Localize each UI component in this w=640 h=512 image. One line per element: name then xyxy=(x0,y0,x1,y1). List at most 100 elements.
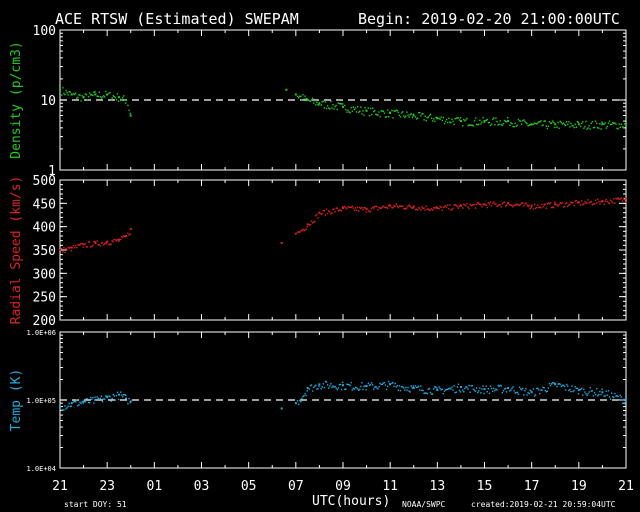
speed-point xyxy=(382,205,385,207)
density-point xyxy=(538,121,540,123)
density-point xyxy=(517,118,520,121)
temp-point xyxy=(526,394,528,396)
temp-point xyxy=(469,391,471,393)
speed-point xyxy=(520,202,523,204)
temp-point xyxy=(94,399,97,401)
density-point xyxy=(483,121,485,124)
speed-point xyxy=(379,207,381,209)
temp-point xyxy=(336,388,338,391)
speed-point xyxy=(100,242,103,244)
speed-point xyxy=(408,204,410,206)
density-point xyxy=(111,97,113,99)
temp-point xyxy=(470,385,472,387)
speed-point xyxy=(70,250,73,252)
speed-point xyxy=(409,205,411,208)
density-point xyxy=(100,97,103,99)
speed-point xyxy=(501,203,504,205)
temp-point xyxy=(349,384,351,387)
temp-point xyxy=(476,391,479,394)
speed-point xyxy=(492,202,494,205)
speed-point xyxy=(614,202,616,204)
temp-point xyxy=(576,387,579,389)
temp-point xyxy=(351,389,353,391)
speed-point xyxy=(386,207,389,209)
density-point xyxy=(560,121,563,124)
density-point xyxy=(379,115,381,118)
temp-point xyxy=(449,387,451,389)
density-point xyxy=(346,111,348,113)
temp-point xyxy=(112,393,114,396)
temp-point xyxy=(572,390,574,393)
density-point xyxy=(453,123,455,126)
density-point xyxy=(617,128,619,130)
speed-series-segment xyxy=(59,228,132,254)
temp-point xyxy=(111,397,113,400)
temp-point xyxy=(409,391,411,393)
temp-point xyxy=(365,385,368,388)
temp-point xyxy=(586,394,588,397)
temp-point xyxy=(406,389,408,391)
speed-point xyxy=(479,203,481,205)
speed-point xyxy=(77,244,79,246)
speed-point xyxy=(339,209,342,212)
speed-point xyxy=(301,230,303,232)
speed-point xyxy=(487,202,490,204)
speed-point xyxy=(112,240,114,243)
density-point xyxy=(507,120,510,123)
temp-point xyxy=(306,387,309,390)
density-point xyxy=(589,128,591,130)
density-point xyxy=(622,126,625,129)
y-tick-label: 1.0E+04 xyxy=(26,465,56,473)
speed-point xyxy=(579,204,582,206)
speed-point xyxy=(377,209,379,211)
temp-point xyxy=(513,390,515,392)
y-tick-label: 300 xyxy=(33,267,56,282)
temp-point xyxy=(436,389,439,392)
speed-point xyxy=(600,201,602,203)
temp-point xyxy=(606,394,609,396)
temp-point xyxy=(87,401,90,404)
speed-point xyxy=(416,209,419,211)
speed-point xyxy=(280,242,283,244)
x-tick-label: 19 xyxy=(571,479,587,494)
temp-point xyxy=(327,387,330,389)
temp-point xyxy=(563,385,566,388)
density-point xyxy=(425,119,427,122)
speed-point xyxy=(401,205,404,208)
temp-point xyxy=(66,406,68,409)
density-point xyxy=(607,122,610,124)
density-point xyxy=(386,109,389,111)
chart-title: ACE RTSW (Estimated) SWEPAM xyxy=(55,10,299,28)
density-point xyxy=(585,120,587,123)
density-point xyxy=(449,121,451,123)
density-point xyxy=(389,112,392,115)
temp-point xyxy=(370,382,373,384)
density-point xyxy=(403,115,405,117)
speed-point xyxy=(548,203,551,205)
temp-point xyxy=(360,385,362,388)
x-axis-label: UTC(hours) xyxy=(312,494,390,509)
temp-point xyxy=(450,388,452,390)
temp-point xyxy=(365,389,367,391)
speed-point xyxy=(345,207,347,209)
temp-point xyxy=(422,389,424,392)
speed-point xyxy=(512,206,514,208)
temp-point xyxy=(475,387,478,389)
temp-point xyxy=(561,384,564,387)
temp-point xyxy=(448,387,450,390)
density-point xyxy=(108,92,110,95)
speed-point xyxy=(582,204,584,206)
density-point xyxy=(527,124,529,127)
temp-point xyxy=(416,386,419,388)
speed-point xyxy=(445,206,448,209)
speed-point xyxy=(461,207,464,209)
speed-point xyxy=(398,205,401,207)
density-point xyxy=(535,123,538,125)
temp-point xyxy=(553,382,555,384)
temp-point xyxy=(580,387,583,390)
y-tick-label: 350 xyxy=(33,244,56,259)
speed-point xyxy=(320,213,322,215)
density-point xyxy=(394,110,396,112)
temp-point xyxy=(503,388,506,390)
temp-point xyxy=(488,392,491,395)
